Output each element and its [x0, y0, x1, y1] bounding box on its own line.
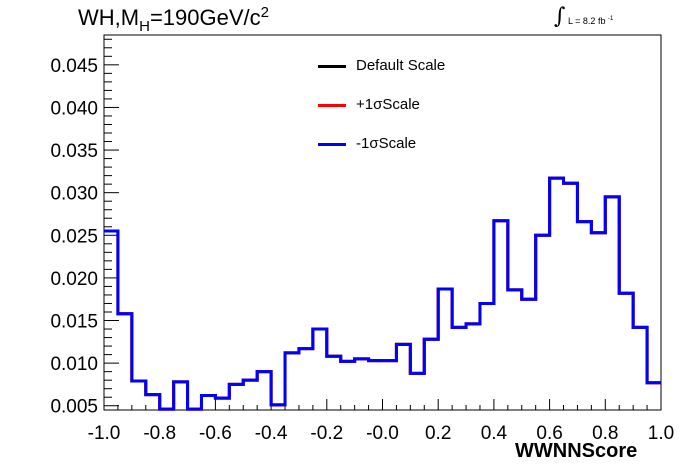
x-axis-title: WWNNScore — [515, 440, 638, 462]
chart-title: WH,MH=190GeV/c2 — [78, 4, 269, 35]
integral-symbol: ∫ — [554, 4, 566, 29]
series-line-2 — [104, 176, 661, 411]
x-tick-label: -1.0 — [88, 423, 121, 444]
legend-item-default: Default Scale — [318, 56, 518, 76]
x-tick-label: 0.4 — [481, 423, 508, 444]
legend-label-minus1sigma: -1σScale — [356, 135, 417, 152]
y-tick-label: 0.040 — [50, 98, 98, 119]
x-tick-label: 0.6 — [536, 423, 562, 444]
y-tick-label: 0.015 — [50, 312, 98, 333]
y-tick-label: 0.025 — [50, 226, 98, 247]
legend-label-default: Default Scale — [356, 57, 446, 74]
x-tick-label: -0.0 — [366, 423, 399, 444]
legend-swatch-plus1sigma — [318, 104, 346, 107]
y-tick-label: 0.010 — [50, 354, 98, 375]
y-tick-label: 0.020 — [50, 269, 98, 290]
y-tick-label: 0.030 — [50, 184, 98, 205]
x-tick-label: -0.2 — [310, 423, 343, 444]
x-tick-label: 0.2 — [425, 423, 451, 444]
x-tick-label: -0.6 — [199, 423, 232, 444]
legend-swatch-minus1sigma — [318, 143, 346, 146]
x-tick-label: 1.0 — [648, 423, 674, 444]
series-layer — [104, 176, 661, 411]
legend-label-plus1sigma: +1σScale — [356, 96, 420, 113]
x-tick-label: -0.4 — [255, 423, 288, 444]
legend-item-minus1sigma: -1σScale — [318, 134, 518, 154]
axis-ticks: -1.0 -0.8 -0.6 -0.4 -0.2 -0.0 0.2 0.4 0.6 0.8 1.0 0… — [50, 38, 674, 444]
legend-item-plus1sigma: +1σScale — [318, 95, 518, 115]
y-tick-label: 0.035 — [50, 141, 98, 162]
x-tick-label: 0.8 — [592, 423, 618, 444]
x-tick-label: -0.8 — [143, 423, 176, 444]
y-tick-label: 0.045 — [50, 56, 98, 77]
legend-swatch-default — [318, 65, 346, 68]
y-tick-label: 0.005 — [50, 397, 98, 418]
